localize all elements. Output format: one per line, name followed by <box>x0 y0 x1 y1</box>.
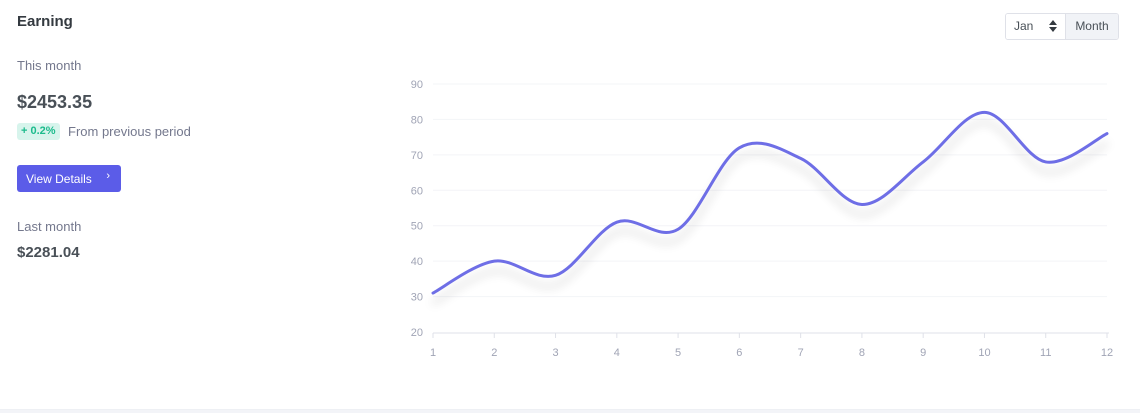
y-tick-label: 40 <box>411 256 423 268</box>
month-select[interactable]: Jan <box>1006 14 1066 39</box>
last-month-label: Last month <box>17 219 82 234</box>
x-tick-label: 5 <box>675 347 681 359</box>
card-title: Earning <box>17 13 73 30</box>
x-tick-label: 2 <box>491 347 497 359</box>
x-tick-label: 10 <box>978 347 990 359</box>
x-tick-label: 9 <box>920 347 926 359</box>
x-tick-label: 1 <box>430 347 436 359</box>
this-month-label: This month <box>17 58 82 73</box>
chart-grid <box>433 83 1107 298</box>
y-tick-label: 80 <box>411 114 423 126</box>
x-tick-label: 8 <box>859 347 865 359</box>
month-select-value: Jan <box>1014 19 1034 33</box>
month-addon: Month <box>1066 14 1118 39</box>
y-tick-label: 20 <box>411 327 423 339</box>
last-month-amount: $2281.04 <box>17 244 80 261</box>
x-tick-label: 11 <box>1040 347 1051 359</box>
y-tick-label: 50 <box>411 221 423 233</box>
chart-series <box>431 110 1109 295</box>
x-tick-label: 3 <box>552 347 558 359</box>
x-tick-label: 4 <box>614 347 620 359</box>
x-tick-label: 7 <box>798 347 804 359</box>
this-month-amount: $2453.35 <box>17 92 93 112</box>
y-tick-label: 70 <box>411 150 423 162</box>
change-badge: + 0.2% <box>17 123 60 140</box>
y-tick-label: 60 <box>411 185 423 197</box>
series-line-0 <box>431 110 1109 295</box>
chevron-right-icon: › <box>106 170 110 182</box>
change-text: From previous period <box>68 124 191 139</box>
view-details-label: View Details <box>26 171 92 186</box>
x-tick-label: 12 <box>1101 347 1113 359</box>
view-details-button[interactable]: View Details › <box>17 165 121 192</box>
y-tick-label: 30 <box>411 292 423 304</box>
period-filter: Jan Month <box>1005 13 1119 40</box>
y-tick-label: 90 <box>411 79 423 91</box>
sort-arrows-icon <box>1049 20 1057 33</box>
x-tick-label: 6 <box>736 347 742 359</box>
